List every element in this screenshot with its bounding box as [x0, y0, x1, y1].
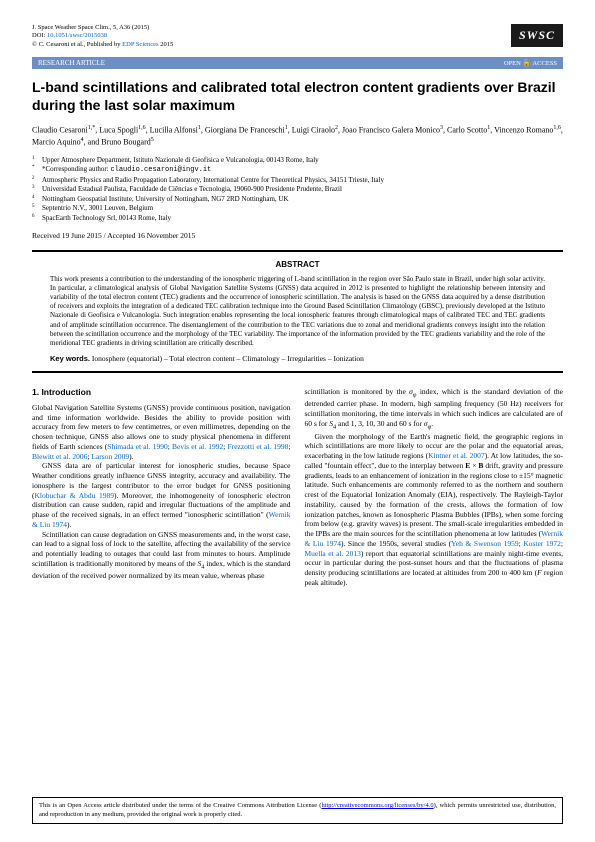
doi-link[interactable]: 10.1051/swsc/2015038: [47, 32, 107, 39]
open-access-badge: OPEN 🔓 ACCESS: [504, 59, 557, 67]
journal-info: J. Space Weather Space Clim., 5, A36 (20…: [32, 24, 173, 49]
lock-icon: 🔓: [522, 59, 531, 67]
article-dates: Received 19 June 2015 / Accepted 16 Nove…: [32, 231, 563, 240]
keywords: Key words. Ionosphere (equatorial) – Tot…: [50, 354, 545, 363]
affiliations: 1Upper Atmosphere Department, Istituto N…: [32, 156, 563, 223]
ref-link[interactable]: Yeh & Swenson 1959: [451, 539, 518, 548]
column-right: scintillation is monitored by the σφ ind…: [305, 387, 564, 588]
ref-link[interactable]: Blewitt et al. 2006: [32, 452, 87, 461]
ref-link[interactable]: Koster 1972: [523, 539, 561, 548]
abstract-heading: ABSTRACT: [50, 260, 545, 269]
license-footer: This is an Open Access article distribut…: [32, 797, 563, 824]
abstract-text: This work presents a contribution to the…: [50, 275, 545, 348]
journal-copyright: © C. Cesaroni et al., Published by EDP S…: [32, 41, 173, 49]
intro-p5: Given the morphology of the Earth's magn…: [305, 432, 564, 588]
ref-link[interactable]: Muella et al. 2013: [305, 549, 361, 558]
intro-p1: Global Navigation Satellite Systems (GNS…: [32, 403, 291, 462]
intro-p4: scintillation is monitored by the σφ ind…: [305, 387, 564, 432]
publisher-link[interactable]: EDP Sciences: [122, 41, 158, 48]
authors-list: Claudio Cesaroni1,*, Luca Spogli1,6, Luc…: [32, 124, 563, 148]
ref-link[interactable]: Bevis et al. 1992: [172, 442, 223, 451]
license-link[interactable]: http://creativecommons.org/licenses/by/4…: [321, 802, 433, 809]
abstract-box: ABSTRACT This work presents a contributi…: [32, 250, 563, 373]
ref-link[interactable]: Klobuchar & Abdu 1989: [35, 491, 114, 500]
ref-link[interactable]: Frezzotti et al. 1998: [228, 442, 289, 451]
body-columns: 1. Introduction Global Navigation Satell…: [32, 387, 563, 588]
ref-link[interactable]: Wernik & Liu 1974: [32, 510, 291, 529]
journal-doi-line: DOI: 10.1051/swsc/2015038: [32, 32, 173, 40]
ref-link[interactable]: Larson 2009: [91, 452, 129, 461]
corresp-email: claudio.cesaroni@ingv.it: [110, 166, 211, 174]
ref-link[interactable]: Kintner et al. 2007: [428, 451, 485, 460]
article-title: L-band scintillations and calibrated tot…: [32, 79, 563, 114]
column-left: 1. Introduction Global Navigation Satell…: [32, 387, 291, 588]
intro-p2: GNSS data are of particular interest for…: [32, 461, 291, 529]
journal-citation: J. Space Weather Space Clim., 5, A36 (20…: [32, 24, 173, 32]
ref-link[interactable]: Shimada et al. 1990: [107, 442, 167, 451]
intro-p3: Scintillation can cause degradation on G…: [32, 530, 291, 582]
article-type: RESEARCH ARTICLE: [38, 59, 105, 67]
article-type-bar: RESEARCH ARTICLE OPEN 🔓 ACCESS: [32, 57, 563, 69]
section-heading-intro: 1. Introduction: [32, 387, 291, 398]
journal-logo: SWSC: [511, 24, 563, 47]
